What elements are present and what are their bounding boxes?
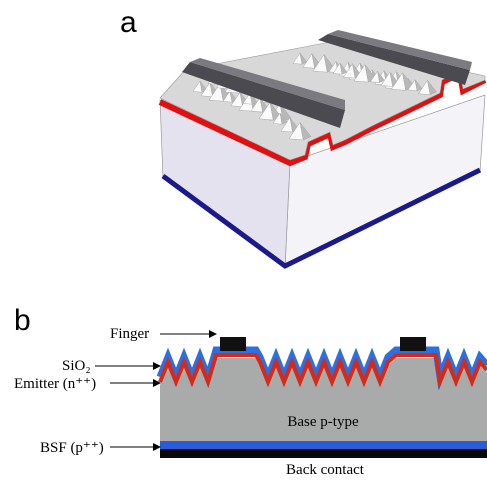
bsf-layer — [160, 441, 487, 449]
base-label: Base p-type — [287, 414, 359, 430]
back-contact-label: Back contact — [286, 462, 365, 478]
bsf-label: BSF (p⁺⁺) — [40, 440, 104, 456]
back-contact — [160, 449, 487, 458]
panel-label: b — [14, 304, 31, 337]
panel-label: a — [120, 6, 137, 39]
cell-block — [160, 30, 485, 268]
finger — [220, 337, 246, 351]
figure: a b Finger SiO₂ Emitter (n⁺⁺) BSF (p⁺⁺) … — [0, 0, 487, 480]
finger-label: Finger — [110, 326, 149, 342]
sio2-label: SiO₂ — [62, 358, 91, 374]
emitter-label: Emitter (n⁺⁺) — [14, 376, 96, 392]
finger — [400, 337, 426, 351]
